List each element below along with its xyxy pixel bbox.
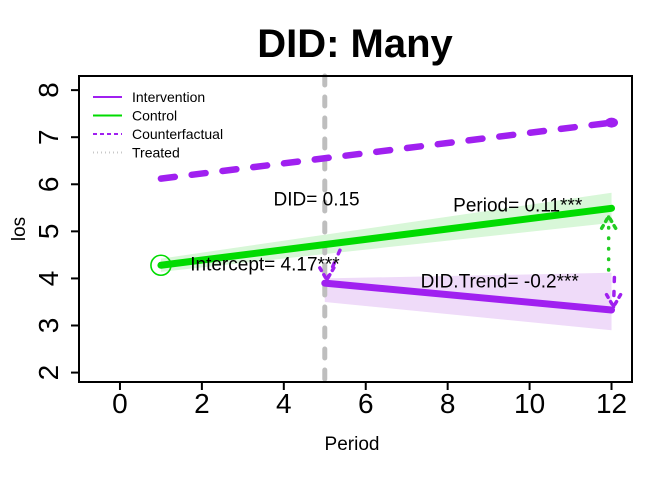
effect-arrow-purple-down: [611, 275, 617, 309]
x-tick-label: 8: [440, 388, 456, 419]
y-tick-label: 3: [33, 318, 64, 334]
annotation-did: DID= 0.15: [274, 189, 360, 210]
effect-arrow-purple-down-head: [604, 292, 616, 309]
did-jump-arrow-head: [318, 266, 329, 282]
annotations-layer: DID= 0.15 Intercept= 4.17*** Period= 0.11*…: [190, 189, 583, 292]
y-tick-label: 8: [33, 82, 64, 98]
y-tick-label: 2: [33, 365, 64, 381]
y-tick-label: 7: [33, 129, 64, 145]
effect-arrow-green-up-head: [606, 214, 618, 231]
x-tick-label: 6: [358, 388, 374, 419]
x-axis-title: Period: [325, 434, 380, 455]
x-tick-label: 12: [596, 388, 627, 419]
counterfactual-end-dot: [605, 117, 619, 128]
x-tick-label: 10: [514, 388, 545, 419]
legend-label-control: Control: [132, 108, 177, 124]
legend-label-intervention: Intervention: [132, 89, 205, 105]
axis-ticks-layer: 0 2 4 6 8 10 12 2 3 4 5 6 7 8: [33, 82, 627, 419]
effect-arrow-purple-down-head: [611, 292, 623, 309]
x-tick-label: 2: [194, 388, 210, 419]
x-tick-label: 0: [112, 388, 128, 419]
chart-title: DID: Many: [257, 22, 453, 66]
annotation-intercept: Intercept= 4.17***: [190, 254, 340, 275]
did-jump-arrow-head: [325, 266, 336, 282]
plot-border: [78, 75, 633, 383]
legend-label-counterfactual: Counterfactual: [132, 126, 223, 142]
x-tick-label: 4: [276, 388, 292, 419]
annotation-period: Period= 0.11***: [453, 195, 583, 216]
counterfactual-line: [157, 119, 615, 182]
legend: Intervention Control Counterfactual Treated: [93, 89, 223, 161]
control-start-marker: [150, 254, 172, 277]
y-tick-label: 4: [33, 271, 64, 287]
effect-arrow-green-up-head: [599, 214, 611, 231]
legend-label-treated: Treated: [132, 145, 180, 161]
intervention-line: [321, 279, 616, 314]
annotation-did-trend: DID.Trend= -0.2***: [421, 272, 580, 293]
series-lines-layer: [150, 117, 619, 314]
y-tick-label: 5: [33, 224, 64, 240]
y-tick-label: 6: [33, 176, 64, 192]
effect-arrows-layer: [318, 214, 623, 309]
y-axis-title: los: [9, 217, 30, 241]
control-line: [157, 204, 616, 269]
